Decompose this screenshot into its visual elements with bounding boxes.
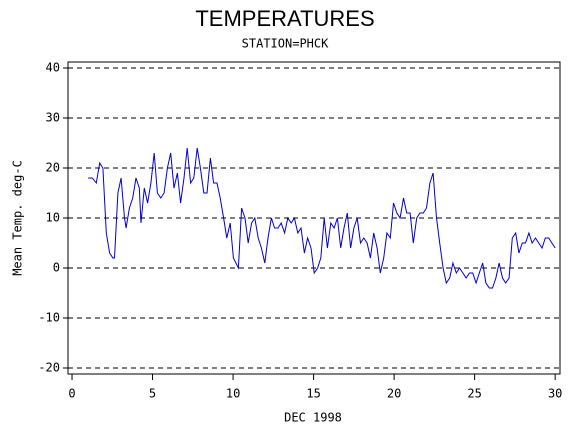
x-tick-label: 25 — [467, 387, 481, 401]
y-tick-label: -10 — [38, 311, 60, 325]
x-axis-label: DEC 1998 — [284, 411, 342, 425]
x-tick-label: 30 — [548, 387, 562, 401]
y-tick-label: 0 — [53, 261, 60, 275]
chart-title: TEMPERATURES — [195, 6, 374, 31]
chart-subtitle: STATION=PHCK — [242, 37, 329, 51]
y-tick-label: -20 — [38, 361, 60, 375]
y-tick-label: 20 — [46, 161, 60, 175]
y-tick-label: 10 — [46, 211, 60, 225]
data-line — [88, 147, 556, 289]
x-tick-label: 5 — [149, 387, 156, 401]
x-tick-label: 10 — [226, 387, 240, 401]
y-axis-label: Mean Temp. deg-C — [11, 160, 25, 276]
y-tick-label: 30 — [46, 111, 60, 125]
x-tick-label: 0 — [68, 387, 75, 401]
x-tick-label: 15 — [306, 387, 320, 401]
y-tick-label: 40 — [46, 61, 60, 75]
x-tick-label: 20 — [387, 387, 401, 401]
